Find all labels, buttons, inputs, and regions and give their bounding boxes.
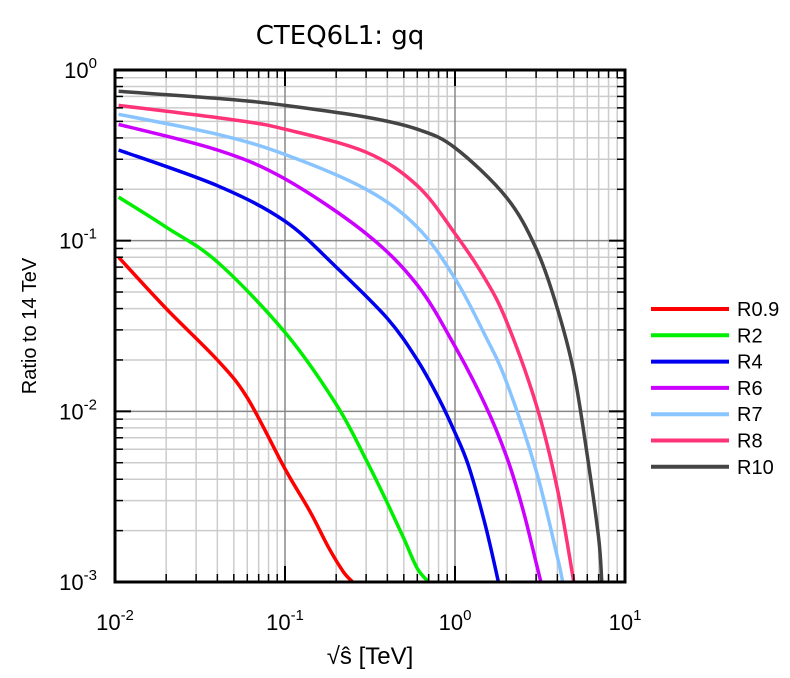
legend-label: R0.9 — [737, 299, 779, 321]
plot-frame — [113, 68, 627, 584]
series-line-r10 — [118, 89, 604, 583]
legend-label: R8 — [737, 431, 763, 453]
y-axis-label: Ratio to 14 TeV — [19, 257, 41, 394]
legend: R0.9 R2 R4 R6 R7 R8 R10 — [651, 299, 779, 479]
y-tick-label: 10-2 — [59, 396, 97, 424]
legend-label: R7 — [737, 404, 763, 426]
x-axis-label: √ŝ [TeV] — [327, 643, 414, 670]
series-line-r7 — [118, 112, 565, 583]
x-tick-label: 100 — [439, 607, 472, 635]
y-tick-label: 10-3 — [59, 567, 97, 595]
series-lines — [117, 89, 604, 584]
legend-label: R6 — [737, 378, 763, 400]
x-tick-label: 101 — [609, 607, 642, 635]
series-line-r8 — [118, 103, 576, 583]
series-line-r2 — [117, 195, 431, 584]
legend-label: R2 — [737, 325, 763, 347]
series-line-r4 — [118, 148, 501, 583]
grid — [114, 69, 626, 583]
axis-ticks: 10-2 10-1 100 101 10-3 10-2 10-1 100 — [59, 55, 641, 635]
chart-title: CTEQ6L1: gq — [256, 21, 425, 51]
x-tick-label: 10-1 — [266, 607, 304, 635]
legend-label: R10 — [737, 457, 774, 479]
series-line-r0-9 — [117, 256, 354, 584]
y-tick-label: 10-1 — [59, 226, 97, 254]
x-tick-label: 10-2 — [96, 607, 134, 635]
legend-label: R4 — [737, 352, 763, 374]
series-line-r6 — [118, 122, 543, 583]
y-tick-label: 100 — [64, 55, 97, 83]
